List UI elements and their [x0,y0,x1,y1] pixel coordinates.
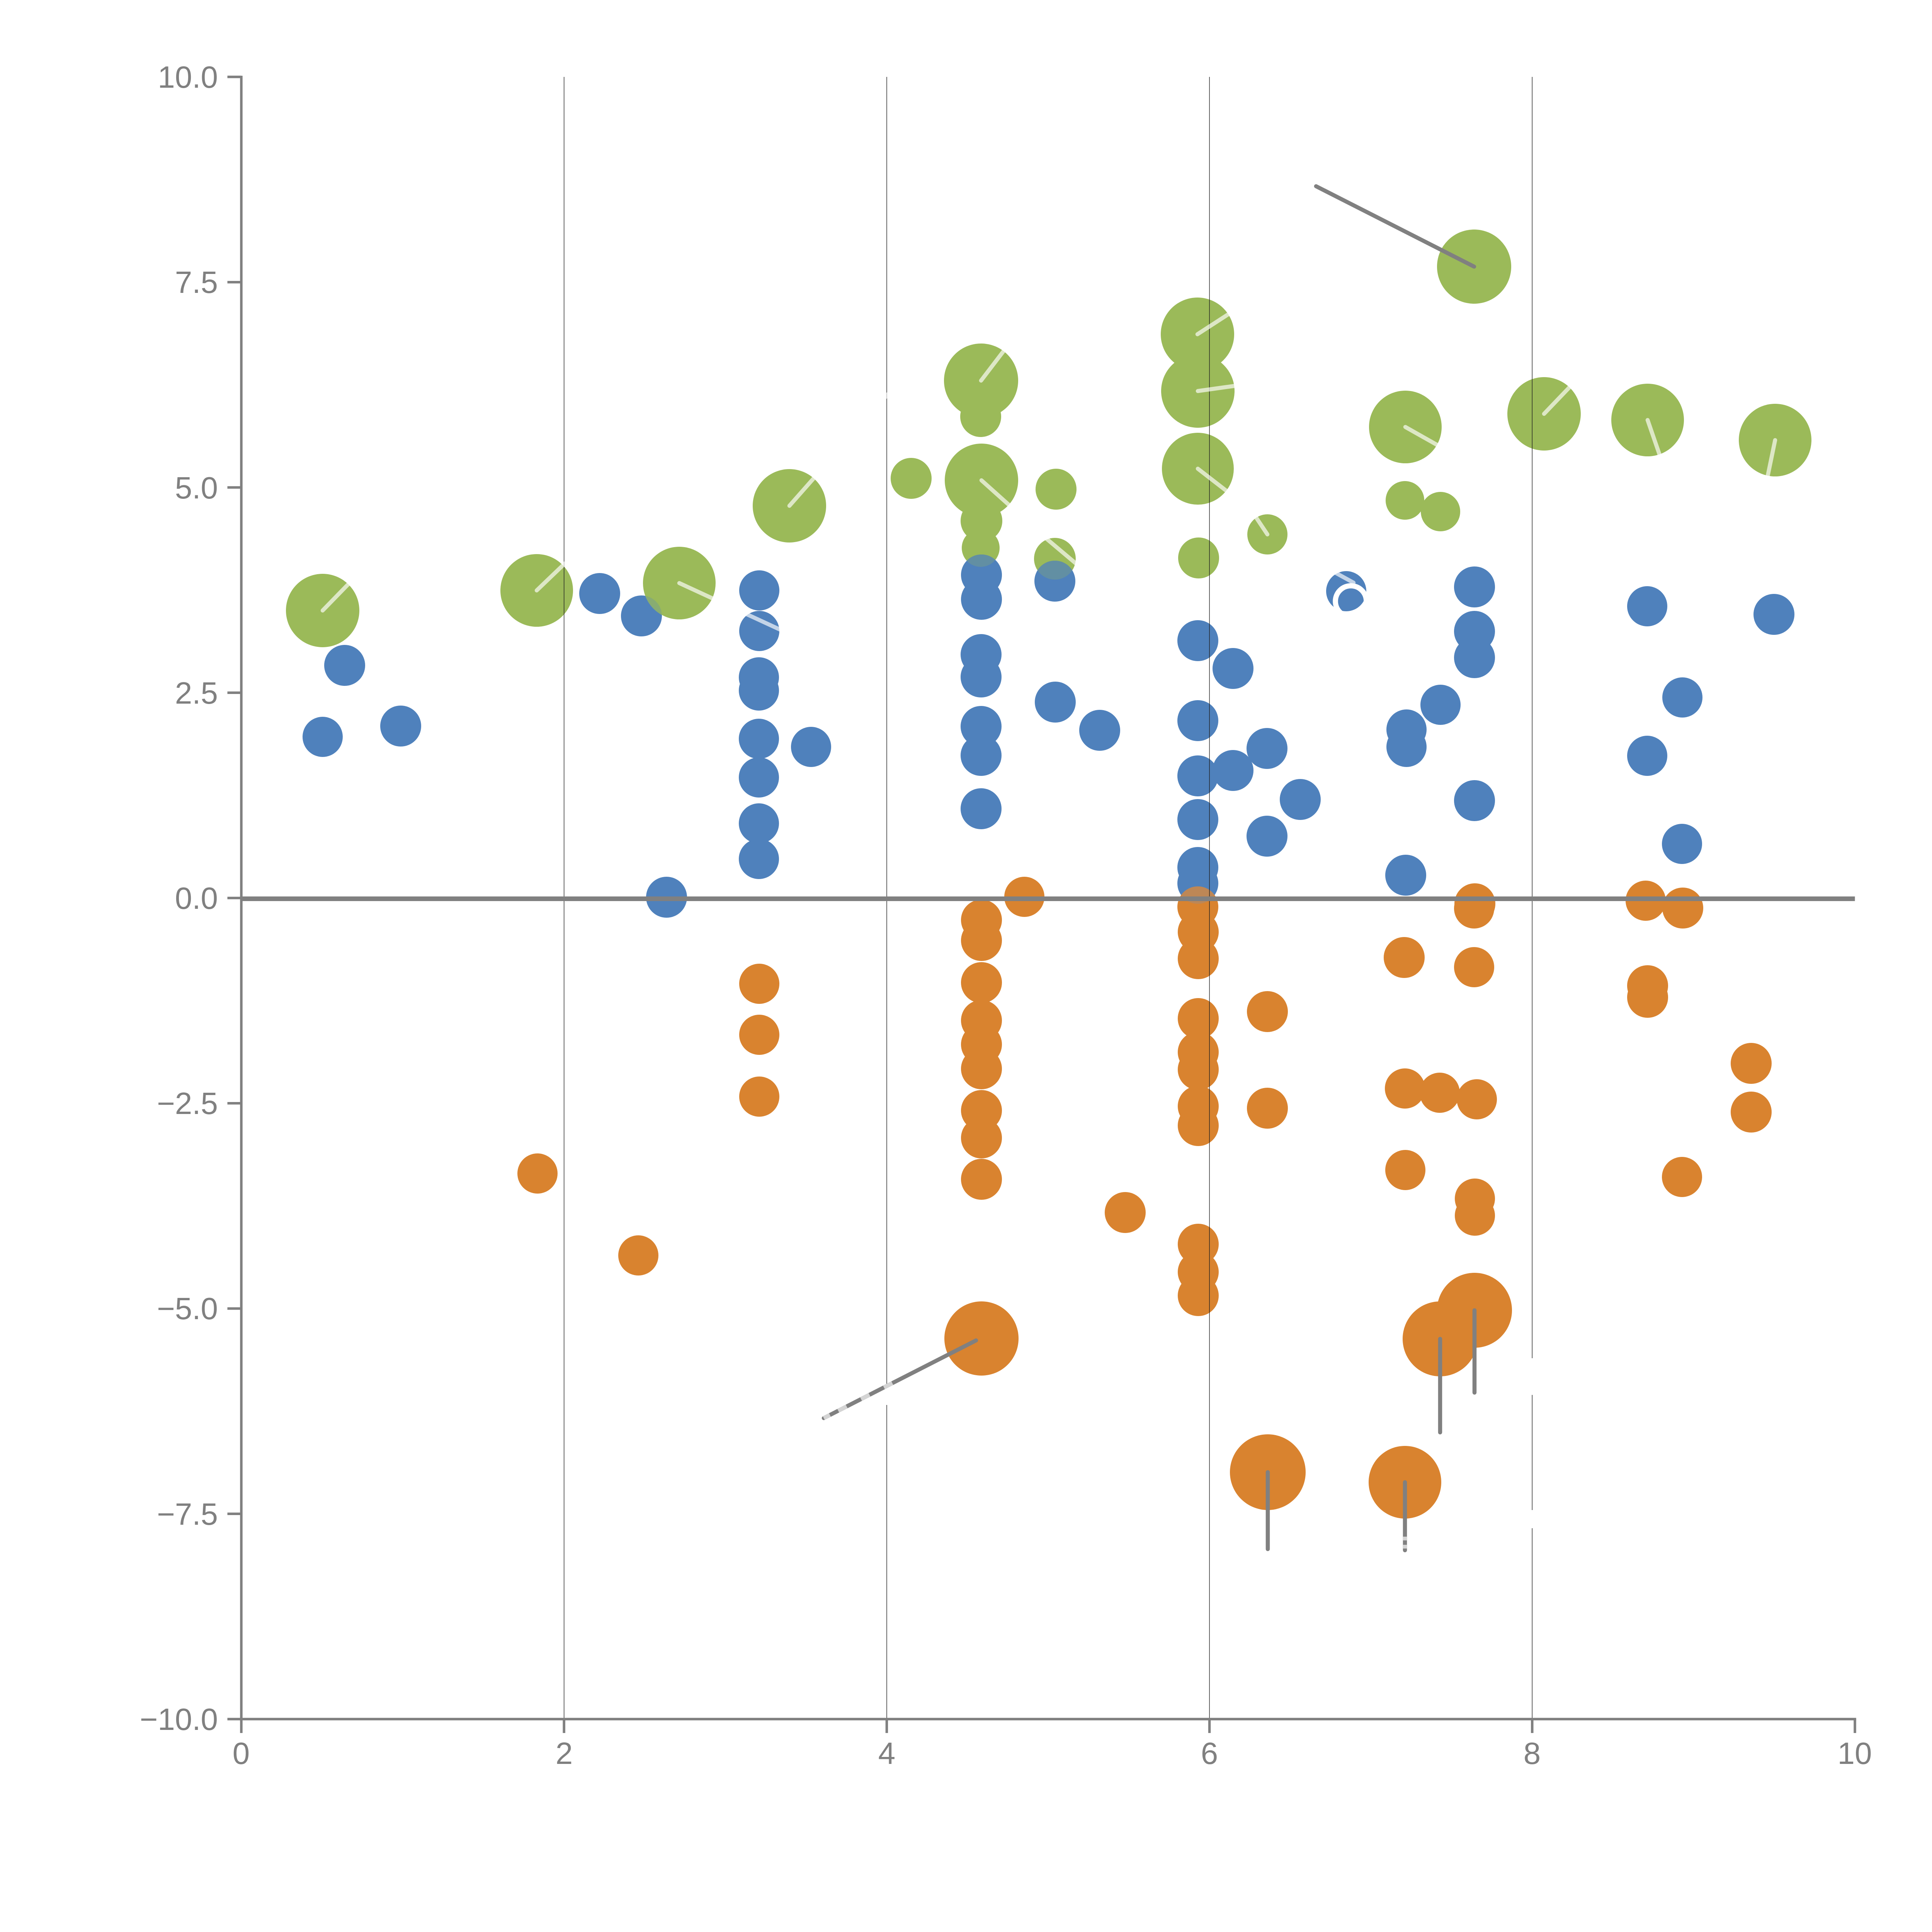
svg-text:7.5: 7.5 [175,265,218,299]
svg-text:2: 2 [556,1736,573,1770]
svg-text:10: 10 [1838,1736,1872,1770]
svg-text:2.5: 2.5 [175,676,218,710]
svg-text:10.0: 10.0 [158,60,218,94]
svg-text:−2.5: −2.5 [157,1086,218,1121]
svg-text:8: 8 [1524,1736,1541,1770]
svg-text:−10.0: −10.0 [140,1702,218,1736]
svg-text:6: 6 [1201,1736,1218,1770]
svg-text:−5.0: −5.0 [157,1291,218,1326]
svg-text:5.0: 5.0 [175,471,218,505]
svg-text:0.0: 0.0 [175,881,218,915]
svg-text:4: 4 [878,1736,896,1770]
svg-text:−7.5: −7.5 [157,1497,218,1531]
svg-text:0: 0 [233,1736,250,1770]
